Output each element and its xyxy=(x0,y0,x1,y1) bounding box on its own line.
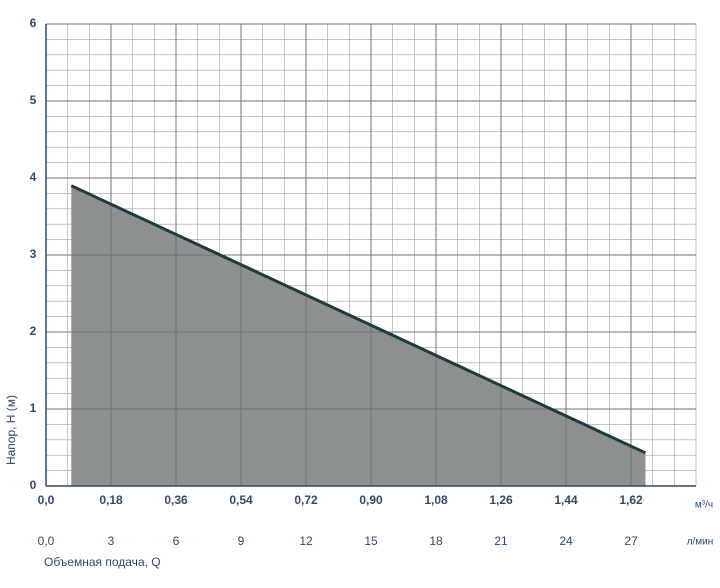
y-tick-label: 1 xyxy=(30,401,37,415)
y-tick-label: 5 xyxy=(30,93,37,107)
y-tick-label: 2 xyxy=(30,324,37,338)
x2-tick-label: 0,0 xyxy=(38,534,55,548)
x-tick-label: 0,90 xyxy=(359,493,383,507)
x2-tick-label: 27 xyxy=(624,534,638,548)
x-tick-label: 0,72 xyxy=(294,493,318,507)
x2-unit: л/мин xyxy=(687,537,714,548)
x-tick-label: 1,08 xyxy=(424,493,448,507)
x2-tick-label: 3 xyxy=(108,534,115,548)
x-tick-label: 1,44 xyxy=(554,493,578,507)
x2-axis-label: Объемная подача, Q xyxy=(44,555,161,569)
x2-tick-label: 12 xyxy=(299,534,313,548)
x-tick-label: 1,26 xyxy=(489,493,513,507)
y-tick-label: 0 xyxy=(30,478,37,492)
x2-tick-label: 6 xyxy=(173,534,180,548)
x-tick-label: 0,36 xyxy=(164,493,188,507)
y-tick-label: 6 xyxy=(30,16,37,30)
x-tick-label: 1,62 xyxy=(619,493,643,507)
x2-tick-label: 18 xyxy=(429,534,443,548)
x2-tick-label: 15 xyxy=(364,534,378,548)
x-tick-label: 0,0 xyxy=(38,493,55,507)
x-tick-label: 0,54 xyxy=(229,493,253,507)
area xyxy=(71,185,646,486)
x2-tick-label: 9 xyxy=(238,534,245,548)
x-tick-label: 0,18 xyxy=(99,493,123,507)
y-tick-label: 3 xyxy=(30,247,37,261)
x2-tick-label: 21 xyxy=(494,534,508,548)
y-axis-label: Напор, H (м) xyxy=(4,395,18,465)
line xyxy=(70,184,647,455)
x-unit: м³/ч xyxy=(695,500,713,511)
x2-tick-label: 24 xyxy=(559,534,573,548)
y-tick-label: 4 xyxy=(30,170,37,184)
